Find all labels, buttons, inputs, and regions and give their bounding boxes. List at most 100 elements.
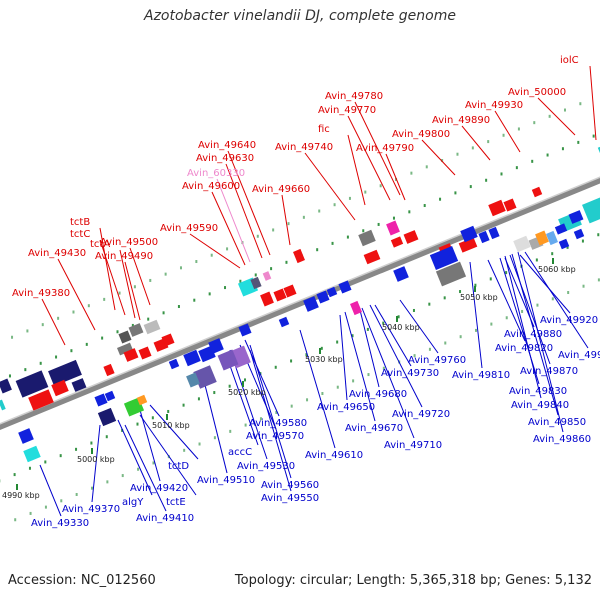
gene-block <box>198 345 216 363</box>
gene-label[interactable]: Avin_50000 <box>508 87 566 98</box>
gene-label[interactable]: Avin_49420 <box>130 483 188 494</box>
gene-label[interactable]: Avin_49850 <box>528 417 586 428</box>
ring-dot <box>485 178 488 182</box>
gene-label[interactable]: Avin_49550 <box>261 493 319 504</box>
gene-label[interactable]: Avin_49770 <box>318 105 376 116</box>
gene-label[interactable]: Avin_49530 <box>237 461 295 472</box>
ring-dot <box>270 267 273 271</box>
ring-dot <box>13 473 16 477</box>
ring-dot <box>151 416 154 420</box>
gene-block <box>161 333 175 347</box>
gene-label[interactable]: Avin_49880 <box>504 329 562 340</box>
ring-dot <box>536 303 539 307</box>
gene-label[interactable]: Avin_49430 <box>28 248 86 259</box>
ring-dot <box>517 127 520 131</box>
gene-label[interactable]: Avin_49370 <box>62 504 120 515</box>
gene-label[interactable]: Avin_49740 <box>275 142 333 153</box>
gene-block <box>103 363 115 377</box>
gene-block <box>51 379 69 397</box>
gene-label[interactable]: Avin_49500 <box>100 237 158 248</box>
gene-label[interactable]: Avin_49800 <box>392 129 450 140</box>
gene-label[interactable]: Avin_49330 <box>31 518 89 529</box>
gene-label[interactable]: Avin_49580 <box>249 418 307 429</box>
gene-label[interactable]: Avin_49510 <box>197 475 255 486</box>
ring-dot <box>348 196 351 200</box>
gene-label[interactable]: Avin_49570 <box>246 431 304 442</box>
ring-dot <box>28 466 31 470</box>
gene-label[interactable]: Avin_49410 <box>136 513 194 524</box>
gene-label[interactable]: Avin_49810 <box>452 370 510 381</box>
gene-label[interactable]: Avin_49640 <box>198 140 256 151</box>
gene-label[interactable]: Avin_49720 <box>392 409 450 420</box>
gene-label[interactable]: tctB <box>70 217 90 228</box>
gene-label[interactable]: Avin_49830 <box>509 386 567 397</box>
ring-dot <box>228 384 231 388</box>
leader-line <box>519 254 571 314</box>
ring-dot <box>305 353 308 357</box>
gene-label[interactable]: Avin_49650 <box>317 402 375 413</box>
gene-label[interactable]: tctE <box>166 497 186 508</box>
ring-dot <box>103 297 106 301</box>
ring-dot <box>11 335 14 339</box>
gene-block <box>48 359 82 387</box>
ring-dot <box>379 184 382 188</box>
ring-dot <box>487 140 490 144</box>
scale-tick-label: 5030 kbp <box>305 355 343 364</box>
gene-label[interactable]: Avin_49560 <box>261 480 319 491</box>
leader-line <box>361 307 415 439</box>
gene-label[interactable]: Avin_49930 <box>465 100 523 111</box>
gene-label[interactable]: Avin_60330 <box>187 168 245 179</box>
label-leaders <box>39 65 597 517</box>
gene-label[interactable]: Avin_49600 <box>182 181 240 192</box>
leader-line <box>249 344 292 479</box>
leader-line <box>461 125 491 161</box>
ring-dot <box>137 467 140 471</box>
gene-block <box>0 378 12 394</box>
ring-dot <box>582 284 585 288</box>
leader-line <box>99 227 116 311</box>
gene-label[interactable]: Avin_49710 <box>384 440 442 451</box>
gene-label[interactable]: Avin_49790 <box>356 143 414 154</box>
gene-label[interactable]: Avin_49840 <box>511 400 569 411</box>
ring-dot <box>439 197 442 201</box>
ring-dot <box>563 108 566 112</box>
ring-dot <box>229 429 232 433</box>
gene-block <box>338 280 352 294</box>
leader-line <box>347 115 391 201</box>
ring-dot <box>531 159 534 163</box>
gene-label[interactable]: Avin_49670 <box>345 423 403 434</box>
gene-label[interactable]: accC <box>228 447 252 458</box>
gene-label[interactable]: Avin_49490 <box>95 251 153 262</box>
gene-block <box>513 235 531 253</box>
gene-label[interactable]: iolC <box>560 55 579 66</box>
gene-label[interactable]: Avin_49380 <box>12 288 70 299</box>
gene-label[interactable]: Avin_49590 <box>160 223 218 234</box>
gene-label[interactable]: Avin_49730 <box>381 368 439 379</box>
gene-label[interactable]: Avin_49890 <box>432 115 490 126</box>
gene-label[interactable]: Avin_49820 <box>495 343 553 354</box>
gene-label[interactable]: Avin_49900 <box>558 350 600 361</box>
gene-label[interactable]: Avin_49680 <box>349 389 407 400</box>
gene-label[interactable]: algY <box>122 497 144 508</box>
ring-dot <box>213 436 216 440</box>
gene-label[interactable]: Avin_49660 <box>252 184 310 195</box>
gene-label[interactable]: tctA <box>90 239 110 250</box>
gene-label[interactable]: Avin_49760 <box>408 355 466 366</box>
gene-label[interactable]: fic <box>318 124 330 135</box>
ring-dot <box>85 342 88 346</box>
ring-dot <box>459 335 462 339</box>
ring-dot <box>366 327 369 331</box>
gene-label[interactable]: Avin_49860 <box>533 434 591 445</box>
gene-label[interactable]: Avin_49870 <box>520 366 578 377</box>
gene-label[interactable]: Avin_49920 <box>540 315 598 326</box>
gene-label[interactable]: Avin_49630 <box>196 153 254 164</box>
gene-label[interactable]: Avin_49610 <box>305 450 363 461</box>
gene-label[interactable]: Avin_49780 <box>325 91 383 102</box>
ring-dot <box>287 222 290 226</box>
ring-dot <box>118 291 121 295</box>
ring-dot <box>224 286 227 290</box>
gene-label[interactable]: tctC <box>70 229 90 240</box>
ring-dot <box>198 442 201 446</box>
genome-title: Azotobacter vinelandii DJ, complete geno… <box>144 8 456 24</box>
gene-label[interactable]: tctD <box>168 461 189 472</box>
